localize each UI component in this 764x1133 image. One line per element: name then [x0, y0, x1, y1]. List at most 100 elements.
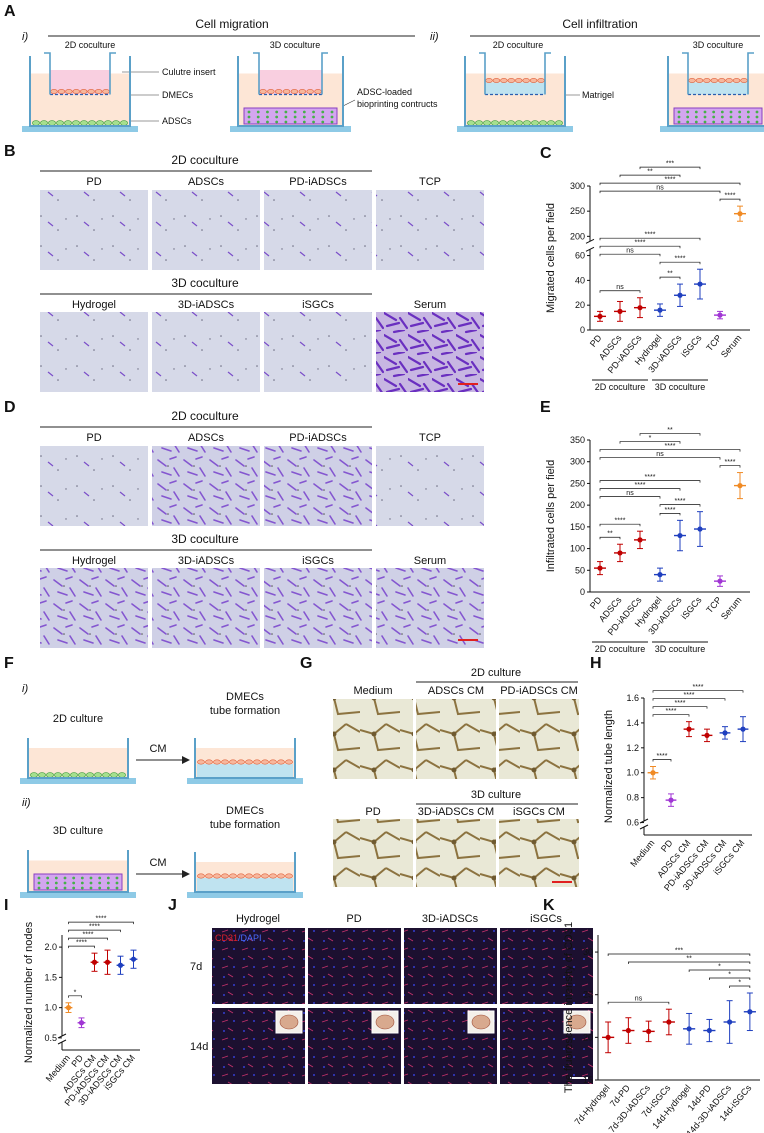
adsc-cell: [686, 115, 690, 119]
adsc-cell: [89, 876, 93, 880]
dmec-cell: [253, 873, 261, 879]
adsc-cell: [54, 876, 58, 880]
adsc-cell: [118, 772, 126, 778]
significance-label: ****: [665, 443, 676, 450]
adsc-cell: [275, 115, 279, 119]
adsc-cell: [712, 120, 716, 124]
adsc-cell: [515, 120, 523, 126]
significance-label: ns: [626, 248, 634, 255]
micrograph: [264, 190, 372, 270]
adsc-cell: [72, 881, 76, 885]
culture-plate: [20, 892, 136, 898]
micrograph: [376, 446, 484, 526]
mean-dot: [657, 572, 663, 578]
adsc-cell: [48, 120, 56, 126]
y-tick-label: 40: [575, 275, 585, 285]
adsc-cell: [293, 115, 297, 119]
adsc-cell: [694, 115, 698, 119]
y-tick-label: 1.0: [44, 1003, 57, 1013]
adsc-cell: [686, 110, 690, 114]
significance-label: ****: [675, 498, 686, 505]
y-axis-label: Migrated cells per field: [545, 203, 557, 313]
sub-label: ii): [22, 797, 31, 809]
significance-bracket: [659, 512, 681, 516]
group-title: 2D coculture: [171, 153, 239, 167]
condition: tube formation: [210, 819, 280, 831]
mean-dot: [637, 305, 643, 311]
condition: Medium: [353, 685, 392, 697]
well-wall: [194, 852, 296, 893]
adsc-cell: [499, 120, 507, 126]
y-tick-label: 1.5: [44, 972, 57, 982]
x-tick-label: Serum: [719, 595, 744, 622]
insert-wall: [109, 52, 116, 95]
significance-label: ****: [83, 932, 94, 939]
condition: DMECs: [226, 691, 264, 703]
y-axis-label: The fluorescence intensity of CD31: [563, 922, 575, 1093]
micrograph: [40, 568, 148, 648]
sub-label: i): [22, 31, 28, 43]
significance-label: ****: [725, 459, 736, 466]
adsc-cell: [106, 876, 110, 880]
adsc-cell: [475, 120, 483, 126]
y-tick-label: 250: [570, 206, 585, 216]
micrograph: [416, 819, 496, 887]
dmec-cell: [261, 759, 269, 765]
group-title: 3D coculture: [171, 532, 239, 546]
adsc-cell: [531, 120, 539, 126]
mean-dot: [697, 526, 703, 532]
significance-label: ns: [616, 284, 624, 291]
dmec-cell: [285, 759, 293, 765]
adsc-cell: [88, 120, 96, 126]
significance-label: ns: [635, 996, 643, 1003]
mean-dot: [737, 211, 743, 217]
adsc-cell: [720, 115, 724, 119]
adsc-cell: [89, 881, 93, 885]
significance-bracket: [599, 245, 681, 249]
significance-label: ***: [675, 948, 683, 955]
callout: Culutre insert: [162, 67, 216, 77]
dmec-cell: [205, 759, 213, 765]
adsc-cell: [247, 120, 251, 124]
adsc-cell: [746, 110, 750, 114]
adsc-cell: [284, 115, 288, 119]
adsc-cell: [80, 876, 84, 880]
mean-dot: [637, 537, 643, 543]
adsc-cell: [703, 110, 707, 114]
adsc-cell: [30, 772, 38, 778]
adsc-cell: [302, 120, 306, 124]
panel-label: C: [540, 145, 552, 162]
dmec-cell: [221, 873, 229, 879]
inset-construct: [375, 1014, 395, 1030]
mean-dot: [65, 1005, 72, 1011]
adsc-cell: [275, 120, 279, 124]
culture-plate: [22, 126, 138, 132]
mean-dot: [605, 1034, 611, 1040]
callout: ADSC-loaded: [357, 87, 412, 97]
adsc-cell: [106, 881, 110, 885]
significance-bracket: [628, 961, 751, 964]
culture-plate: [660, 126, 764, 132]
significance-label: *: [74, 989, 77, 996]
adsc-cell: [106, 886, 110, 890]
adsc-cell: [284, 110, 288, 114]
adsc-cell: [293, 110, 297, 114]
group-label: 2D coculture: [595, 644, 646, 654]
significance-label: ****: [693, 684, 704, 691]
micrograph: [416, 699, 496, 779]
mean-dot: [617, 308, 623, 314]
section-title: Cell migration: [195, 17, 268, 31]
culture-plate: [457, 126, 573, 132]
dmec-cell: [277, 759, 285, 765]
significance-label: *: [649, 435, 652, 442]
significance-bracket: [599, 480, 701, 483]
matrigel: [485, 82, 545, 95]
adsc-cell: [62, 772, 70, 778]
well-wall: [29, 56, 131, 127]
fluorescence-image: [500, 928, 593, 1004]
adsc-cell: [312, 120, 315, 124]
y-tick-label: 15: [583, 1075, 593, 1085]
fluorescence-image: [308, 928, 401, 1004]
y-tick-label: 20: [575, 300, 585, 310]
